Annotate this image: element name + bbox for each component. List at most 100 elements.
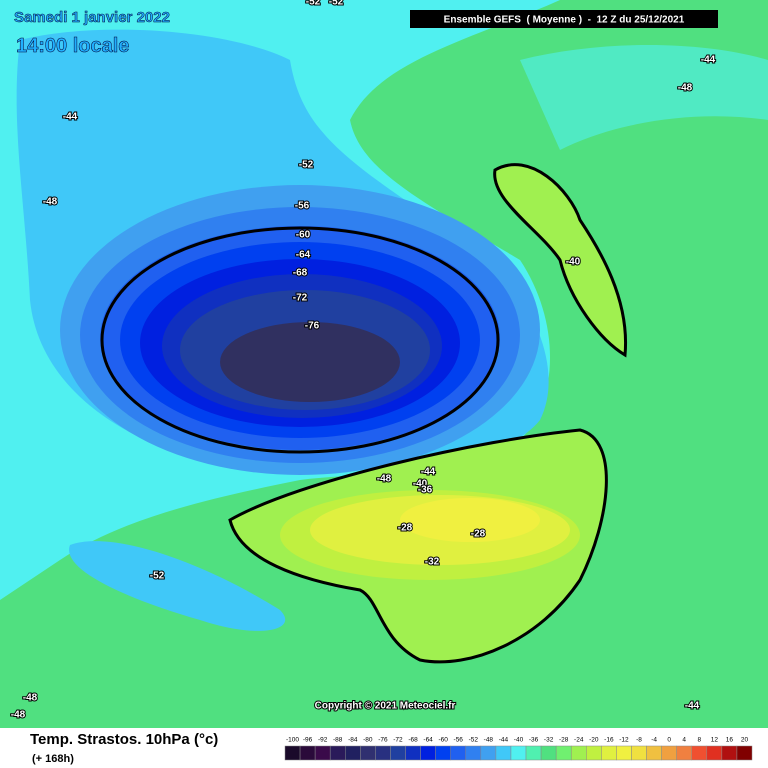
contour-label: -44: [421, 467, 436, 478]
legend-swatch: [586, 745, 602, 761]
legend-label: 16: [726, 737, 734, 744]
legend-swatch: [299, 745, 316, 761]
legend-swatch: [465, 745, 482, 761]
legend-label: -28: [559, 737, 569, 744]
cold-zone: [520, 45, 768, 150]
contour-label: -76: [305, 321, 320, 332]
legend-swatch: [601, 745, 617, 761]
contour-label: -40: [413, 479, 428, 490]
legend-swatch: [555, 745, 572, 761]
legend: -100 -96 -92 -88 -84 -80 -76 -72 -68 -64 -60 -56 -52…: [284, 737, 753, 761]
legend-swatch: [345, 745, 361, 761]
legend-label: -80: [363, 737, 373, 744]
legend-label: -72: [393, 737, 403, 744]
contour-label: -52: [306, 0, 321, 8]
legend-swatch: [510, 745, 527, 761]
contour-label: -28: [471, 529, 486, 540]
contour-label: -60: [296, 230, 311, 241]
legend-label: 8: [697, 737, 701, 744]
legend-label: -92: [318, 737, 328, 744]
legend-label: -52: [469, 737, 479, 744]
contour-label: -32: [425, 557, 440, 568]
legend-swatch: [360, 745, 376, 761]
contour-label: -36: [418, 485, 433, 496]
legend-label: -76: [378, 737, 388, 744]
legend-label: -88: [333, 737, 343, 744]
model-text: Ensemble GEFS ( Moyenne ) - 12 Z du 25/1…: [444, 15, 685, 26]
contour-labels: -52 -52 -44 -48 -44 -52 -56 -60 -64 -68 -72 -76 -48 -…: [10, 0, 717, 722]
legend-label: -36: [529, 737, 539, 744]
legend-swatch: [435, 745, 451, 761]
legend-swatch: [646, 745, 662, 761]
legend-label: -100: [286, 737, 299, 744]
contour-label: -40: [566, 257, 581, 268]
legend-swatch: [570, 745, 587, 761]
legend-swatch: [736, 745, 753, 761]
contour-label: -48: [678, 83, 693, 94]
legend-swatch: [480, 745, 497, 761]
legend-swatch: [390, 745, 406, 761]
contour: [100, 226, 500, 454]
legend-swatch: [616, 745, 632, 761]
legend-label: -96: [303, 737, 313, 744]
contour-label: -48: [377, 474, 392, 485]
contour-label: -44: [685, 701, 700, 712]
legend-label: 12: [711, 737, 719, 744]
legend-label: -12: [619, 737, 629, 744]
legend-label: -8: [636, 737, 642, 744]
legend-swatch: [721, 745, 738, 761]
legend-swatch: [375, 745, 391, 761]
legend-label: 0: [667, 737, 671, 744]
contour-label: -52: [329, 0, 344, 8]
warm-band: [493, 163, 628, 358]
legend-label: -84: [348, 737, 358, 744]
warm-zone: [228, 163, 628, 664]
cold-patch: [69, 541, 286, 631]
contour-label: -56: [295, 201, 310, 212]
legend-swatch: [314, 745, 331, 761]
legend-swatch: [420, 745, 436, 761]
copyright: Copyright © 2021 Meteociel.fr: [315, 701, 456, 712]
legend-swatch: [495, 745, 512, 761]
footer-title: Temp. Strastos. 10hPa (°c): [30, 731, 218, 748]
contour-label: -48: [43, 197, 58, 208]
legend-swatch: [405, 745, 421, 761]
legend-swatch: [329, 745, 346, 761]
vortex-core: [220, 322, 400, 402]
legend-swatch: [525, 745, 542, 761]
legend-label: -68: [408, 737, 418, 744]
contour-label: -48: [11, 710, 26, 721]
contour-label: -52: [150, 571, 165, 582]
legend-label: -48: [484, 737, 494, 744]
legend-swatch: [631, 745, 647, 761]
contour-label: -44: [63, 112, 78, 123]
warm-core: [400, 498, 540, 542]
legend-swatch: [706, 745, 723, 761]
legend-label: -44: [499, 737, 509, 744]
contour-label: -44: [701, 55, 716, 66]
contour-label: -72: [293, 293, 308, 304]
legend-swatch: [661, 745, 677, 761]
date: Samedi 1 janvier 2022: [14, 9, 170, 26]
footer-lead: (+ 168h): [32, 753, 74, 765]
legend-label: 4: [682, 737, 686, 744]
legend-label: -20: [589, 737, 599, 744]
legend-label: -60: [438, 737, 448, 744]
legend-label: -24: [574, 737, 584, 744]
legend-swatch: [676, 745, 692, 761]
contour-label: -28: [398, 523, 413, 534]
legend-swatch: [540, 745, 557, 761]
contour-label: -68: [293, 268, 308, 279]
vortex: [60, 185, 540, 475]
legend-label: -16: [604, 737, 614, 744]
legend-label: -4: [651, 737, 657, 744]
contour-label: -52: [299, 160, 314, 171]
contour-label: -48: [23, 693, 38, 704]
time: 14:00 locale: [16, 35, 129, 57]
contour-label: -64: [296, 250, 311, 261]
legend-swatch: [691, 745, 708, 761]
legend-label: -56: [454, 737, 464, 744]
model-box: [410, 10, 718, 28]
legend-label: -32: [544, 737, 554, 744]
